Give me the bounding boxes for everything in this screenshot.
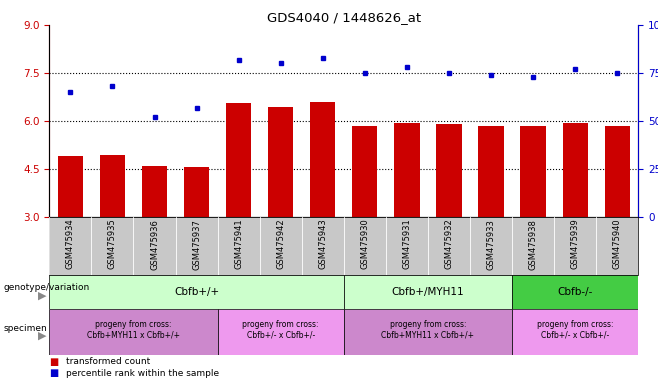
Bar [563,122,588,217]
Text: GSM475935: GSM475935 [108,219,117,270]
Text: GSM475933: GSM475933 [486,219,495,270]
Text: GSM475942: GSM475942 [276,219,285,269]
Bar [394,122,420,217]
Bar [226,103,251,217]
Bar [268,107,293,217]
Bar [100,155,125,217]
Text: GSM475940: GSM475940 [613,219,622,269]
Text: ■: ■ [49,357,59,367]
Text: Cbfb+/MYH11: Cbfb+/MYH11 [392,287,465,297]
Bar [352,126,378,217]
Text: GSM475936: GSM475936 [150,219,159,270]
Text: ■: ■ [49,368,59,379]
Text: GSM475931: GSM475931 [403,219,411,270]
Title: GDS4040 / 1448626_at: GDS4040 / 1448626_at [266,11,421,24]
Bar [478,126,503,217]
Bar [436,124,461,217]
Text: GSM475934: GSM475934 [66,219,75,270]
Text: genotype/variation: genotype/variation [3,283,89,293]
Bar [184,167,209,217]
Bar [520,126,545,217]
Bar [343,275,512,309]
Text: GSM475939: GSM475939 [570,219,580,270]
Bar [49,275,343,309]
Bar [605,126,630,217]
Bar [310,102,336,217]
Text: GSM475932: GSM475932 [444,219,453,270]
Bar [142,166,167,217]
Bar [49,309,218,355]
Bar [512,275,638,309]
Text: progeny from cross:
Cbfb+/- x Cbfb+/-: progeny from cross: Cbfb+/- x Cbfb+/- [537,320,613,339]
Text: GSM475930: GSM475930 [361,219,369,270]
Bar [58,156,83,217]
Text: ▶: ▶ [38,291,46,301]
Text: progeny from cross:
Cbfb+MYH11 x Cbfb+/+: progeny from cross: Cbfb+MYH11 x Cbfb+/+ [382,320,474,339]
Bar [343,309,512,355]
Bar [512,309,638,355]
Text: Cbfb-/-: Cbfb-/- [557,287,593,297]
Text: specimen: specimen [3,324,47,333]
Text: GSM475938: GSM475938 [528,219,538,270]
Text: GSM475943: GSM475943 [318,219,327,270]
Bar [218,309,343,355]
Text: progeny from cross:
Cbfb+/- x Cbfb+/-: progeny from cross: Cbfb+/- x Cbfb+/- [242,320,319,339]
Text: progeny from cross:
Cbfb+MYH11 x Cbfb+/+: progeny from cross: Cbfb+MYH11 x Cbfb+/+ [87,320,180,339]
Text: ▶: ▶ [38,331,46,341]
Text: GSM475937: GSM475937 [192,219,201,270]
Text: transformed count: transformed count [66,358,150,366]
Text: Cbfb+/+: Cbfb+/+ [174,287,219,297]
Text: percentile rank within the sample: percentile rank within the sample [66,369,219,378]
Text: GSM475941: GSM475941 [234,219,243,269]
